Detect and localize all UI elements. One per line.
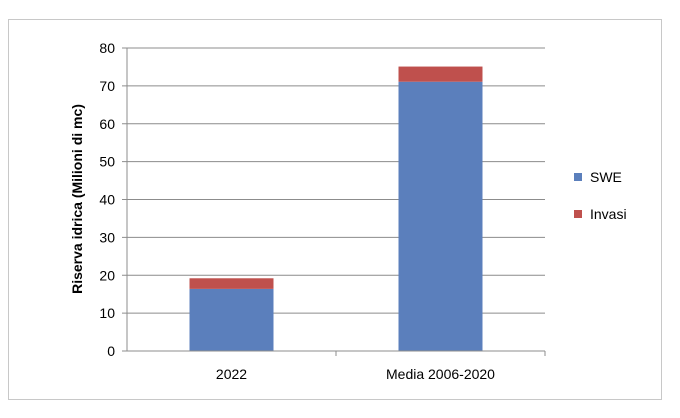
y-axis-title: Riserva idrica (Milioni di mc) (69, 104, 85, 294)
bar-swe-0 (189, 288, 274, 351)
x-tick-label: 2022 (216, 366, 247, 382)
y-tick-label: 30 (99, 229, 115, 245)
y-tick-label: 10 (99, 305, 115, 321)
y-tick-label: 80 (99, 40, 115, 56)
chart-frame (8, 19, 662, 400)
bar-invasi-0 (189, 278, 274, 289)
y-tick-label: 50 (99, 154, 115, 170)
x-tick-labels: 2022 Media 2006-2020 (216, 366, 495, 382)
y-tick-label: 0 (107, 343, 115, 359)
bar-swe-1 (398, 81, 483, 352)
bars (189, 66, 483, 352)
y-tick-label: 70 (99, 78, 115, 94)
y-tick-label: 20 (99, 267, 115, 283)
y-tick-labels: 0 10 20 30 40 50 60 70 80 (99, 40, 115, 359)
legend-label-invasi: Invasi (590, 206, 627, 222)
legend-swatch-invasi (574, 210, 582, 218)
legend: SWE Invasi (574, 169, 627, 222)
legend-label-swe: SWE (590, 169, 622, 185)
y-tick-label: 60 (99, 116, 115, 132)
axes (122, 47, 546, 356)
y-tick-label: 40 (99, 192, 115, 208)
bar-invasi-1 (398, 66, 483, 82)
x-tick-label: Media 2006-2020 (386, 366, 495, 382)
legend-swatch-swe (574, 173, 582, 181)
